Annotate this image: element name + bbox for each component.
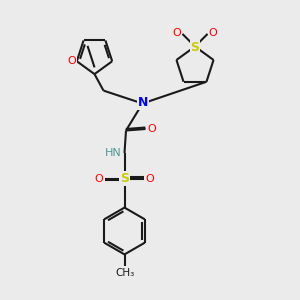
Text: O: O: [94, 173, 103, 184]
Text: O: O: [67, 56, 76, 66]
Text: O: O: [146, 173, 154, 184]
Text: S: S: [190, 40, 200, 54]
Text: HN: HN: [105, 148, 122, 158]
Text: O: O: [147, 124, 156, 134]
Text: S: S: [120, 172, 129, 185]
Text: O: O: [172, 28, 182, 38]
Text: CH₃: CH₃: [115, 268, 134, 278]
Text: N: N: [138, 96, 148, 110]
Text: O: O: [208, 28, 217, 38]
